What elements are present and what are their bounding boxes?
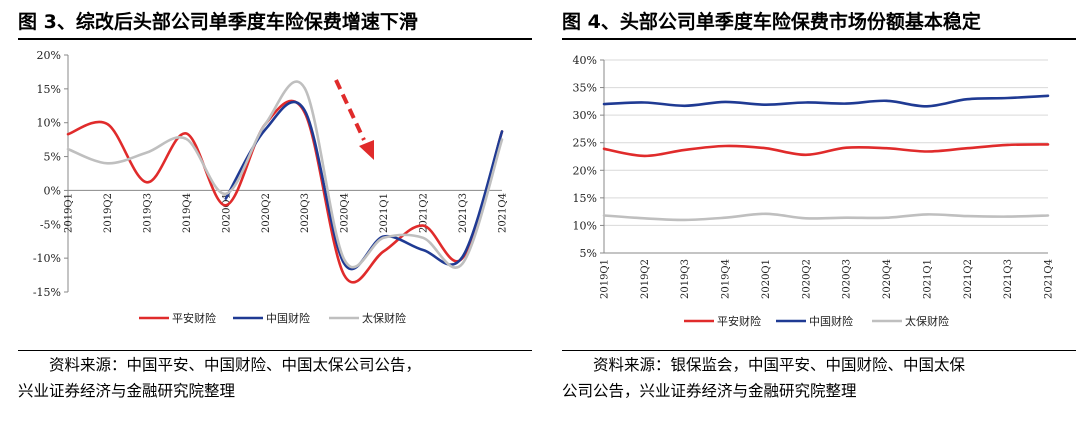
figure-4-source-line-1: 资料来源：银保监会，中国平安、中国财险、中国太保: [593, 356, 966, 374]
x-tick-label: 2021Q4: [1044, 259, 1055, 299]
y-tick-label: 5%: [580, 247, 597, 260]
x-tick-label: 2020Q3: [300, 193, 311, 233]
y-tick-label: 15%: [37, 83, 61, 96]
x-tick-label: 2020Q2: [801, 259, 812, 299]
x-tick-label: 2021Q1: [379, 193, 390, 233]
legend-label: 中国财险: [266, 311, 310, 325]
legend-label: 中国财险: [809, 314, 853, 328]
y-tick-label: 40%: [573, 54, 597, 67]
figure-4-panel: 图 4、头部公司单季度车险保费市场份额基本稳定 5% 10% 15% 20% 25% 30…: [562, 0, 1076, 421]
figure-3-panel: 图 3、综改后头部公司单季度车险保费增速下滑 -15% -10% -5% 0% 5% 10…: [18, 0, 532, 421]
x-tick-label: 2020Q2: [261, 193, 272, 233]
y-tick-label: -10%: [33, 252, 61, 265]
y-tick-label: 15%: [573, 192, 597, 205]
legend-label: 平安财险: [172, 311, 216, 325]
figure-4-source-line-2: 公司公告，兴业证券经济与金融研究院整理: [562, 382, 857, 400]
x-tick-label: 2021Q2: [963, 259, 974, 299]
legend-label: 平安财险: [717, 314, 761, 328]
figure-3-source-line-1: 资料来源：中国平安、中国财险、中国太保公司公告，: [49, 356, 422, 374]
x-tick-label: 2019Q4: [182, 193, 193, 233]
figure-4-bottom-rule: [562, 350, 1076, 351]
trend-arrow-head: [359, 140, 374, 160]
share-line-chart: 5% 10% 15% 20% 25% 30% 35% 40% 2019Q1 2019Q2 2019Q…: [573, 54, 1055, 328]
figure-3-top-rule: [18, 38, 532, 40]
legend-label: 太保财险: [362, 311, 406, 325]
x-tick-label: 2020Q1: [221, 193, 232, 233]
x-tick-label: 2020Q3: [842, 259, 853, 299]
series-line-1: [224, 100, 504, 271]
x-tick-label: 2019Q1: [64, 193, 75, 233]
y-tick-label: -15%: [33, 286, 61, 299]
y-tick-label: 0%: [44, 184, 61, 197]
y-tick-label: 25%: [573, 137, 597, 150]
x-tick-label: 2020Q4: [882, 259, 893, 299]
figure-3-source-line-2: 兴业证券经济与金融研究院整理: [18, 382, 236, 400]
y-tick-label: 5%: [44, 151, 61, 164]
figure-4-source: 资料来源：银保监会，中国平安、中国财险、中国太保 公司公告，兴业证券经济与金融研…: [562, 352, 1076, 404]
series-line-2: [66, 80, 504, 269]
x-tick-label: 2020Q1: [761, 259, 772, 299]
figure-3-source: 资料来源：中国平安、中国财险、中国太保公司公告， 兴业证券经济与金融研究院整理: [18, 352, 532, 404]
x-tick-label: 2019Q2: [640, 259, 651, 299]
y-tick-label: 10%: [573, 219, 597, 232]
x-tick-label: 2021Q1: [922, 259, 933, 299]
x-tick-label: 2021Q2: [419, 193, 430, 233]
x-tick-label: 2021Q4: [498, 193, 509, 233]
y-tick-label: 20%: [573, 164, 597, 177]
y-tick-label: -5%: [40, 218, 61, 231]
y-tick-label: 30%: [573, 109, 597, 122]
legend-label: 太保财险: [905, 314, 949, 328]
figure-3-bottom-rule: [18, 350, 532, 351]
y-tick-label: 20%: [37, 49, 61, 62]
x-tick-label: 2019Q1: [600, 259, 611, 299]
x-tick-label: 2019Q3: [142, 193, 153, 233]
figure-4-top-rule: [562, 38, 1076, 40]
x-tick-label: 2019Q2: [103, 193, 114, 233]
y-tick-label: 35%: [573, 82, 597, 95]
x-tick-label: 2019Q4: [721, 259, 732, 299]
figure-4-title: 图 4、头部公司单季度车险保费市场份额基本稳定: [562, 11, 981, 33]
x-tick-label: 2021Q3: [1003, 259, 1014, 299]
series-line-1: [602, 94, 1050, 108]
x-tick-label: 2019Q3: [680, 259, 691, 299]
series-line-0: [66, 99, 504, 284]
growth-line-chart: -15% -10% -5% 0% 5% 10% 15% 20% 2019Q1 2019Q2 2019…: [33, 49, 509, 325]
series-line-0: [602, 143, 1050, 158]
x-tick-label: 2021Q3: [458, 193, 469, 233]
y-tick-label: 10%: [37, 117, 61, 130]
series-line-2: [602, 212, 1050, 222]
x-tick-label: 2020Q4: [340, 193, 351, 233]
trend-arrow-shaft: [334, 79, 366, 141]
figure-3-title: 图 3、综改后头部公司单季度车险保费增速下滑: [18, 11, 418, 33]
